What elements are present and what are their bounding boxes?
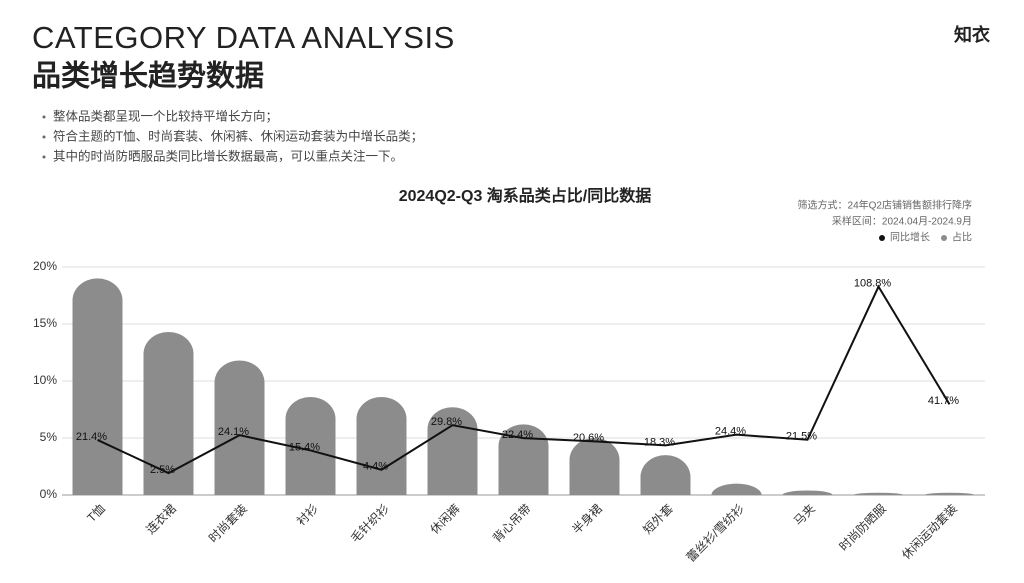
x-tick-label: 休闲裤 [427, 501, 462, 536]
bar [143, 331, 194, 495]
x-tick-label: 时尚防晒服 [836, 501, 889, 554]
bullet-text: 整体品类都呈现一个比较持平增长方向； [53, 108, 278, 123]
value-label: 41.7% [928, 395, 959, 407]
bar [640, 455, 691, 495]
bar [782, 490, 833, 495]
bullet-text: 符合主题的T恤、时尚套装、休闲裤、休闲运动套装为中增长品类； [53, 128, 423, 143]
value-label: 2.5% [150, 464, 175, 476]
bar [569, 438, 620, 495]
logo: 知衣 [954, 24, 990, 45]
value-label: 20.6% [573, 432, 604, 444]
value-label: 108.8% [854, 278, 892, 290]
x-tick-label: 短外套 [640, 501, 675, 536]
y-tick-label: 15% [33, 316, 57, 330]
line [97, 284, 951, 475]
bar [214, 360, 265, 495]
value-label: 21.5% [786, 431, 817, 443]
x-tick-label: T恤 [84, 501, 108, 525]
x-tick-label: 半身裙 [569, 501, 605, 537]
bullet-dot [42, 155, 46, 159]
value-label: 21.4% [76, 431, 107, 443]
title-zh: 品类增长趋势数据 [32, 60, 264, 93]
legend-swatch [879, 235, 885, 241]
y-tick-label: 5% [40, 430, 58, 444]
bar [498, 424, 549, 495]
chart-title: 2024Q2-Q3 淘系品类占比/同比数据 [399, 186, 652, 205]
y-tick-label: 0% [40, 487, 58, 501]
bar [356, 396, 407, 495]
bullet-text: 其中的时尚防晒服品类同比增长数据最高，可以重点关注一下。 [53, 148, 403, 163]
x-tick-label: 连衣裙 [143, 501, 179, 537]
bullet-dot [42, 135, 46, 139]
value-label: 24.4% [715, 426, 746, 438]
value-label: 22.4% [502, 429, 533, 441]
y-tick-label: 10% [33, 373, 57, 387]
bar [427, 407, 478, 495]
value-label: 4.4% [363, 461, 388, 473]
value-label: 15.4% [289, 441, 320, 453]
legend-label: 占比 [952, 231, 972, 244]
y-tick-label: 20% [33, 259, 57, 273]
chart-note: 采样区间：2024.04月-2024.9月 [832, 215, 972, 228]
x-tick-label: 蕾丝衫/雪纺衫 [684, 501, 747, 564]
bar [285, 396, 336, 495]
x-tick-label: 衬衫 [294, 501, 321, 528]
bullet-dot [42, 115, 46, 119]
legend-label: 同比增长 [890, 231, 930, 244]
bar [72, 278, 123, 495]
x-tick-label: 背心吊带 [490, 501, 534, 545]
x-tick-label: 时尚套装 [206, 501, 250, 545]
value-label: 18.3% [644, 436, 675, 448]
x-tick-label: 毛针织衫 [347, 501, 392, 546]
bar [853, 492, 904, 495]
value-label: 29.8% [431, 416, 462, 428]
title-en: CATEGORY DATA ANALYSIS [32, 20, 455, 55]
chart-note: 筛选方式：24年Q2店铺销售额排行降序 [798, 199, 972, 212]
bar [711, 483, 762, 495]
bar [924, 492, 975, 495]
x-tick-label: 休闲运动套装 [899, 501, 960, 562]
legend-swatch [941, 235, 947, 241]
x-tick-label: 马夹 [791, 501, 818, 528]
value-label: 24.1% [218, 426, 249, 438]
